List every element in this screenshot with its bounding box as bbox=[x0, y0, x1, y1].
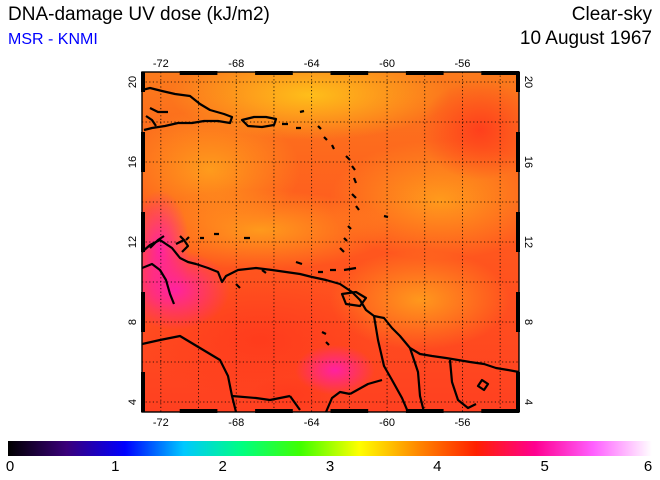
coastlines bbox=[142, 86, 519, 412]
lat-tick-label-right: 4 bbox=[522, 399, 534, 405]
frame-bar-bottom bbox=[405, 409, 444, 413]
frame-bar-left bbox=[141, 72, 145, 92]
frame-bar-right bbox=[516, 292, 520, 332]
frame-bar-bottom bbox=[330, 409, 369, 413]
small-islands bbox=[179, 232, 357, 346]
colorbar-tick-label: 1 bbox=[111, 458, 120, 475]
date-label: 10 August 1967 bbox=[519, 28, 652, 49]
country-borders bbox=[142, 315, 490, 412]
hispaniola-inlet bbox=[145, 107, 168, 127]
frame-bar-left bbox=[141, 132, 145, 172]
frame-bar-top bbox=[179, 71, 218, 75]
lon-tick-label-bottom: -56 bbox=[454, 417, 470, 429]
frame-bar-left bbox=[141, 372, 145, 412]
lon-tick-label-bottom: -60 bbox=[379, 417, 395, 429]
sky-condition-label: Clear-sky bbox=[571, 4, 652, 25]
frame-bar-right bbox=[516, 372, 520, 412]
puerto-rico-coast bbox=[240, 115, 278, 129]
map-title: DNA-damage UV dose (kJ/m2) bbox=[8, 4, 270, 25]
colorbar-tick-label: 2 bbox=[218, 458, 227, 475]
map-gridlines bbox=[142, 72, 519, 412]
colorbar bbox=[8, 441, 652, 456]
frame-bar-top bbox=[330, 71, 369, 75]
lon-tick-label-top: -68 bbox=[228, 58, 244, 70]
lat-tick-label-left: 12 bbox=[127, 236, 139, 248]
maracaibo-coast bbox=[142, 235, 176, 305]
lesser-antilles-islands bbox=[282, 109, 389, 253]
lat-tick-label-right: 20 bbox=[522, 76, 534, 88]
frame-bar-right bbox=[516, 72, 520, 92]
lat-tick-label-left: 4 bbox=[127, 399, 139, 405]
uv-field bbox=[142, 72, 519, 412]
lat-tick-label-right: 8 bbox=[522, 319, 534, 325]
lat-tick-label-right: 12 bbox=[522, 236, 534, 248]
lon-tick-label-bottom: -64 bbox=[304, 417, 320, 429]
frame-bar-right bbox=[516, 132, 520, 172]
lon-tick-label-bottom: -72 bbox=[153, 417, 169, 429]
colorbar-tick-label: 4 bbox=[433, 458, 442, 475]
colorbar-tick-label: 6 bbox=[643, 458, 653, 475]
lon-tick-label-top: -56 bbox=[454, 58, 470, 70]
frame-bar-top bbox=[405, 71, 444, 75]
frame-bar-left bbox=[141, 212, 145, 252]
data-source-label: MSR - KNMI bbox=[8, 31, 98, 48]
uv-dose-map: -72 -72 -68 -68 -64 -64 -60 -60 -56 -56 4 4 8 8 12 12 16… bbox=[127, 58, 534, 429]
colorbar-tick-label: 0 bbox=[5, 458, 15, 475]
lon-tick-label-top: -60 bbox=[379, 58, 395, 70]
frame-bar-left bbox=[141, 292, 145, 332]
south-america-coast bbox=[142, 238, 519, 374]
tick-labels: -72 -72 -68 -68 -64 -64 -60 -60 -56 -56 4 4 8 8 12 12 16… bbox=[127, 58, 534, 429]
lon-tick-label-bottom: -68 bbox=[228, 417, 244, 429]
colorbar-tick-label: 5 bbox=[540, 458, 549, 475]
hispaniola-coast bbox=[142, 86, 234, 132]
frame-bar-bottom bbox=[255, 409, 293, 413]
lon-tick-label-top: -72 bbox=[153, 58, 169, 70]
frame-bar-top bbox=[481, 71, 519, 75]
frame-bar-bottom bbox=[179, 409, 218, 413]
lat-tick-label-left: 20 bbox=[127, 76, 139, 88]
colorbar-tick-label: 3 bbox=[325, 458, 335, 475]
frame-tick-bars bbox=[141, 71, 520, 413]
lon-tick-label-top: -64 bbox=[304, 58, 320, 70]
lat-tick-label-left: 8 bbox=[127, 319, 139, 325]
frame-bar-bottom bbox=[481, 409, 519, 413]
lat-tick-label-left: 16 bbox=[127, 156, 139, 168]
paraguana-coast bbox=[175, 238, 190, 253]
lat-tick-label-right: 16 bbox=[522, 156, 534, 168]
trinidad-coast bbox=[340, 290, 368, 308]
frame-bar-top bbox=[255, 71, 293, 75]
frame-bar-right bbox=[516, 212, 520, 252]
